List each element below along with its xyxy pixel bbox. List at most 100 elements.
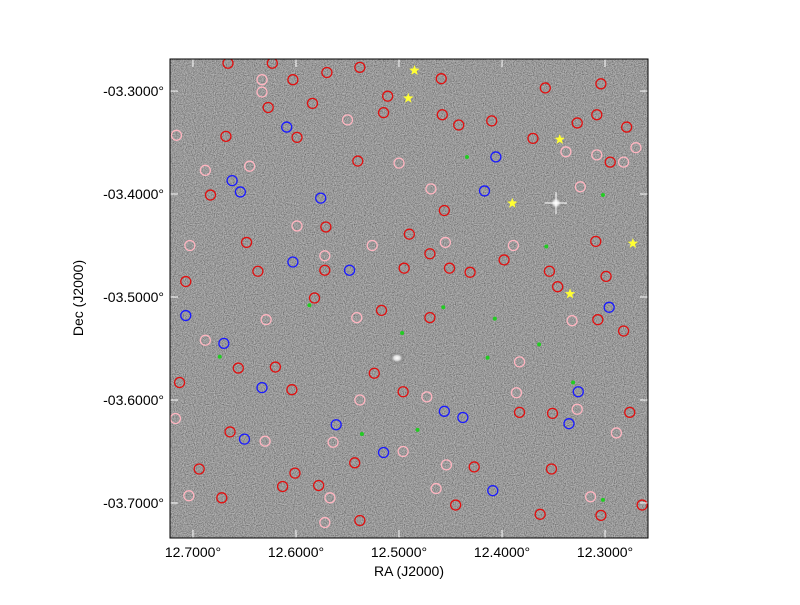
source-circle xyxy=(513,406,526,419)
x-tick-label: 12.6000° xyxy=(268,544,324,560)
source-circle xyxy=(443,262,456,274)
source-star xyxy=(403,92,414,103)
source-circle xyxy=(170,129,183,141)
source-circle xyxy=(397,386,409,398)
source-circle xyxy=(403,228,415,240)
source-circle xyxy=(349,457,361,469)
source-circle xyxy=(566,315,578,327)
source-circle xyxy=(375,304,388,317)
source-circle xyxy=(341,114,354,126)
source-circle xyxy=(220,130,232,142)
source-circle xyxy=(276,480,289,493)
source-circle xyxy=(306,97,319,110)
y-tick-label: -03.3000° xyxy=(103,83,164,99)
source-dot xyxy=(600,497,605,502)
source-circle xyxy=(324,492,336,504)
source-dot xyxy=(441,305,446,310)
sky-sources xyxy=(389,192,567,364)
source-star xyxy=(554,133,565,144)
source-circle xyxy=(368,367,380,379)
source-circle xyxy=(624,406,636,419)
source-circle xyxy=(450,499,462,511)
source-circle xyxy=(397,445,409,458)
source-circle xyxy=(425,183,437,195)
source-circle xyxy=(435,73,447,85)
source-circle xyxy=(621,121,633,133)
markers xyxy=(170,59,648,529)
source-dot xyxy=(415,427,420,432)
source-circle xyxy=(617,156,630,168)
source-circle xyxy=(546,407,559,420)
source-circle xyxy=(424,311,436,324)
y-axis-label: Dec (J2000) xyxy=(70,260,86,336)
y-tick-label: -03.4000° xyxy=(103,186,164,202)
source-circle xyxy=(313,479,325,492)
source-circle xyxy=(510,387,523,399)
source-circle xyxy=(199,164,211,176)
source-circle xyxy=(287,74,299,86)
source-circle xyxy=(260,314,272,326)
source-circle xyxy=(180,309,192,322)
source-circle xyxy=(252,265,264,277)
source-circle xyxy=(354,514,366,527)
source-circle xyxy=(234,186,247,198)
y-tick-label: -03.7000° xyxy=(103,495,164,511)
source-circle xyxy=(430,482,442,495)
source-circle xyxy=(572,386,584,398)
source-circle xyxy=(354,394,366,406)
source-circle xyxy=(226,174,238,187)
x-tick-label: 12.7000° xyxy=(165,544,221,560)
source-circle xyxy=(393,157,405,169)
source-circle xyxy=(486,115,498,127)
source-circle xyxy=(636,499,648,511)
source-dot xyxy=(537,342,542,347)
source-circle xyxy=(330,419,342,431)
source-circle xyxy=(291,131,303,144)
source-circle xyxy=(256,381,268,394)
source-circle xyxy=(199,334,211,346)
source-circle xyxy=(343,264,356,276)
source-circle xyxy=(421,391,433,403)
source-circle xyxy=(319,264,331,276)
source-circle xyxy=(366,239,378,252)
source-dot xyxy=(359,431,364,436)
source-dot xyxy=(492,316,497,321)
source-circle xyxy=(183,490,195,502)
source-circle xyxy=(240,236,253,249)
source-circle xyxy=(281,121,293,133)
source-dot xyxy=(464,154,469,159)
source-circle xyxy=(243,160,256,172)
source-circle xyxy=(563,418,575,430)
source-circle xyxy=(180,275,192,288)
source-dot xyxy=(217,354,222,359)
plot-frame xyxy=(169,58,649,539)
y-tick-label: -03.5000° xyxy=(103,289,164,305)
source-circle xyxy=(291,220,303,232)
source-circle xyxy=(534,508,546,520)
source-circle xyxy=(604,156,616,168)
source-dot xyxy=(485,355,490,360)
source-circle xyxy=(527,132,539,145)
source-circle xyxy=(490,151,502,163)
source-circle xyxy=(222,59,234,69)
source-circle xyxy=(498,254,510,266)
source-circle xyxy=(560,146,572,158)
source-star xyxy=(507,197,518,208)
source-dot xyxy=(307,303,312,308)
source-circle xyxy=(545,463,558,475)
source-circle xyxy=(262,101,274,114)
source-circle xyxy=(204,189,217,201)
source-circle xyxy=(382,90,394,102)
source-circle xyxy=(595,509,607,521)
source-circle xyxy=(315,192,327,204)
axes: 12.7000° 12.6000° 12.5000° 12.4000° 12.3000°… xyxy=(103,59,648,560)
source-circle xyxy=(224,426,236,438)
source-circle xyxy=(468,461,480,473)
source-circle xyxy=(574,181,586,193)
source-circle xyxy=(354,61,366,73)
source-dot xyxy=(600,193,605,198)
source-circle xyxy=(595,78,607,90)
source-circle xyxy=(439,236,452,249)
source-dot xyxy=(544,244,549,249)
